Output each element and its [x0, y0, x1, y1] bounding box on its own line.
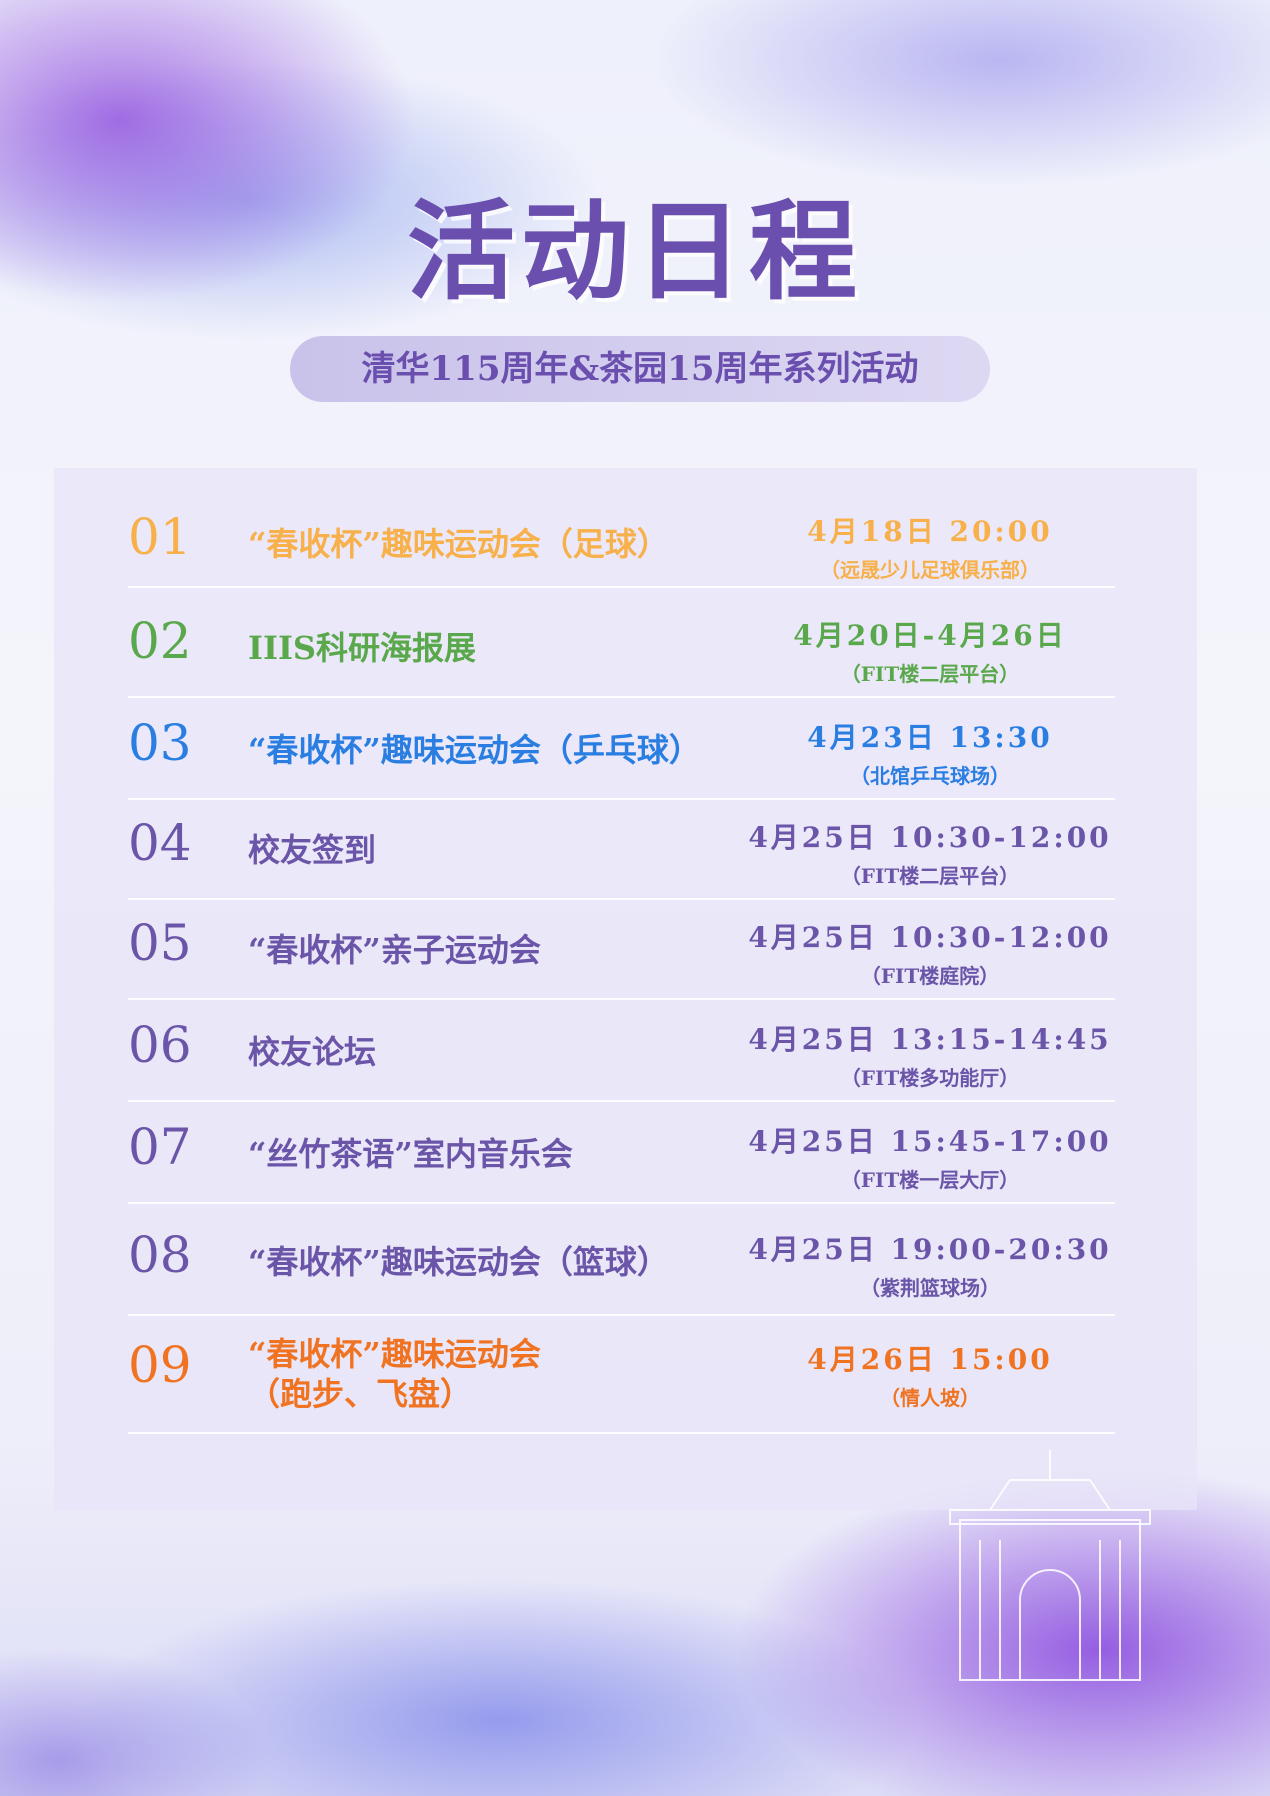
event-number: 06: [128, 1016, 192, 1074]
schedule-row: 04 校友签到 4月25日 10:30-12:00 （FIT楼二层平台）: [128, 808, 1115, 900]
row-divider: [128, 898, 1115, 900]
event-place: （紫荆篮球场）: [860, 1276, 1000, 1300]
event-number: 07: [128, 1118, 192, 1176]
schedule-row: 07 “丝竹茶语”室内音乐会 4月25日 15:45-17:00 （FIT楼一层…: [128, 1112, 1115, 1204]
row-divider: [128, 1432, 1115, 1434]
event-time: 4月23日 13:30: [807, 721, 1053, 754]
schedule-row: 05 “春收杯”亲子运动会 4月25日 10:30-12:00 （FIT楼庭院）: [128, 908, 1115, 1000]
event-number: 08: [128, 1226, 192, 1284]
schedule-row: 02 IIIS科研海报展 4月20日-4月26日 （FIT楼二层平台）: [128, 606, 1115, 698]
event-time: 4月25日 15:45-17:00: [748, 1125, 1112, 1158]
event-name: 校友签到: [248, 831, 377, 869]
event-name: “春收杯”亲子运动会: [248, 931, 541, 969]
event-name: 校友论坛: [248, 1033, 377, 1071]
event-name: “春收杯”趣味运动会（篮球）: [248, 1243, 669, 1281]
page-title: 活动日程: [406, 189, 863, 315]
event-place: （远晟少儿足球俱乐部）: [820, 558, 1040, 582]
event-name: IIIS科研海报展: [248, 629, 477, 667]
schedule-panel: [54, 468, 1197, 1510]
event-number: 02: [128, 612, 192, 670]
event-number: 03: [128, 714, 192, 772]
event-place: （FIT楼庭院）: [860, 964, 1000, 988]
event-place: （北馆乒乓球场）: [850, 764, 1010, 788]
event-place: （FIT楼二层平台）: [840, 864, 1020, 888]
schedule-row: 09 “春收杯”趣味运动会 （跑步、飞盘） 4月26日 15:00 （情人坡）: [128, 1318, 1115, 1434]
tsinghua-gate-illustration: [949, 1450, 1151, 1681]
row-divider: [128, 998, 1115, 1000]
row-divider: [128, 798, 1115, 800]
schedule-row: 08 “春收杯”趣味运动会（篮球） 4月25日 19:00-20:30 （紫荆篮…: [128, 1216, 1115, 1316]
row-divider: [128, 696, 1115, 698]
event-number: 04: [128, 814, 192, 872]
event-when: 4月18日 20:00 （远晟少儿足球俱乐部）: [745, 510, 1115, 583]
event-number: 01: [128, 508, 192, 566]
event-time: 4月26日 15:00: [807, 1343, 1053, 1376]
row-divider: [128, 1314, 1115, 1316]
schedule-row: 03 “春收杯”趣味运动会（乒乓球） 4月23日 13:30 （北馆乒乓球场）: [128, 708, 1115, 800]
event-time: 4月25日 19:00-20:30: [748, 1233, 1112, 1266]
event-when: 4月25日 10:30-12:00 （FIT楼庭院）: [745, 916, 1115, 989]
event-number: 09: [128, 1336, 192, 1394]
event-place: （FIT楼二层平台）: [840, 662, 1020, 686]
event-when: 4月20日-4月26日 （FIT楼二层平台）: [745, 614, 1115, 687]
event-name: “春收杯”趣味运动会 （跑步、飞盘）: [248, 1335, 541, 1413]
event-name: “春收杯”趣味运动会（乒乓球）: [248, 731, 701, 769]
schedule-row: 06 校友论坛 4月25日 13:15-14:45 （FIT楼多功能厅）: [128, 1010, 1115, 1102]
event-when: 4月25日 15:45-17:00 （FIT楼一层大厅）: [745, 1120, 1115, 1193]
event-when: 4月25日 13:15-14:45 （FIT楼多功能厅）: [745, 1018, 1115, 1091]
event-time: 4月25日 13:15-14:45: [748, 1023, 1112, 1056]
event-name: “春收杯”趣味运动会（足球）: [248, 525, 669, 563]
event-place: （情人坡）: [880, 1386, 980, 1410]
event-number: 05: [128, 914, 192, 972]
event-time: 4月25日 10:30-12:00: [748, 821, 1112, 854]
event-time: 4月25日 10:30-12:00: [748, 921, 1112, 954]
event-when: 4月25日 10:30-12:00 （FIT楼二层平台）: [745, 816, 1115, 889]
event-place: （FIT楼一层大厅）: [840, 1168, 1020, 1192]
row-divider: [128, 1100, 1115, 1102]
schedule-row: 01 “春收杯”趣味运动会（足球） 4月18日 20:00 （远晟少儿足球俱乐部…: [128, 508, 1115, 588]
event-when: 4月23日 13:30 （北馆乒乓球场）: [745, 716, 1115, 789]
event-when: 4月25日 19:00-20:30 （紫荆篮球场）: [745, 1228, 1115, 1301]
event-time: 4月20日-4月26日: [793, 619, 1067, 652]
event-when: 4月26日 15:00 （情人坡）: [745, 1338, 1115, 1411]
row-divider: [128, 586, 1115, 588]
event-name: “丝竹茶语”室内音乐会: [248, 1135, 573, 1173]
subtitle-banner: 清华115周年&茶园15周年系列活动: [290, 336, 990, 402]
row-divider: [128, 1202, 1115, 1204]
event-time: 4月18日 20:00: [807, 515, 1053, 548]
event-place: （FIT楼多功能厅）: [840, 1066, 1020, 1090]
